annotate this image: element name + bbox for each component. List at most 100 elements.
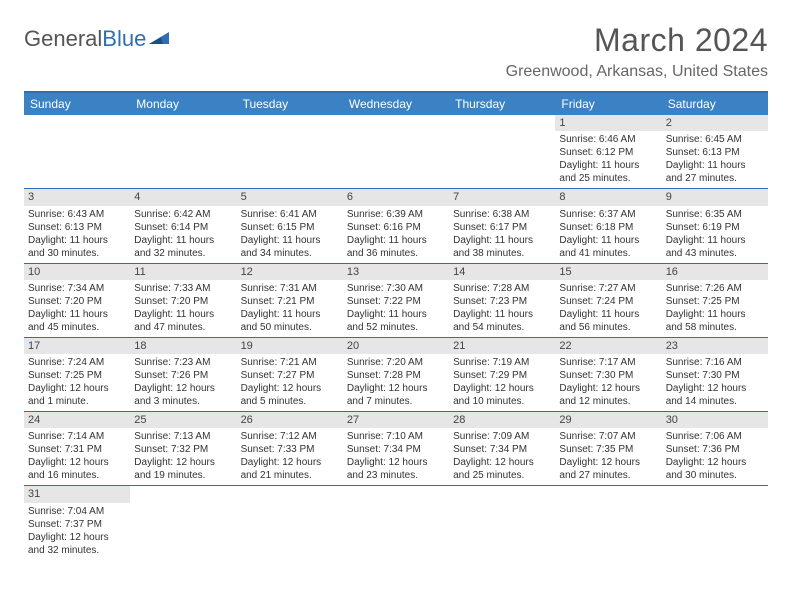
daylight-text: Daylight: 11 hours and 25 minutes. bbox=[559, 159, 657, 185]
daylight-text: Daylight: 11 hours and 54 minutes. bbox=[453, 308, 551, 334]
day-cell bbox=[343, 115, 449, 188]
sunset-text: Sunset: 7:25 PM bbox=[666, 295, 764, 308]
day-cell: 17Sunrise: 7:24 AMSunset: 7:25 PMDayligh… bbox=[24, 338, 130, 411]
day-number: 19 bbox=[237, 338, 343, 354]
day-number: 5 bbox=[237, 189, 343, 205]
daylight-text: Daylight: 12 hours and 23 minutes. bbox=[347, 456, 445, 482]
day-cell: 9Sunrise: 6:35 AMSunset: 6:19 PMDaylight… bbox=[662, 189, 768, 262]
sunrise-text: Sunrise: 7:07 AM bbox=[559, 430, 657, 443]
daylight-text: Daylight: 11 hours and 43 minutes. bbox=[666, 234, 764, 260]
daylight-text: Daylight: 12 hours and 16 minutes. bbox=[28, 456, 126, 482]
sunset-text: Sunset: 7:25 PM bbox=[28, 369, 126, 382]
sunset-text: Sunset: 6:19 PM bbox=[666, 221, 764, 234]
day-number: 22 bbox=[555, 338, 661, 354]
day-cell: 18Sunrise: 7:23 AMSunset: 7:26 PMDayligh… bbox=[130, 338, 236, 411]
dow-friday: Friday bbox=[555, 93, 661, 115]
day-cell: 19Sunrise: 7:21 AMSunset: 7:27 PMDayligh… bbox=[237, 338, 343, 411]
daylight-text: Daylight: 11 hours and 52 minutes. bbox=[347, 308, 445, 334]
day-cell: 28Sunrise: 7:09 AMSunset: 7:34 PMDayligh… bbox=[449, 412, 555, 485]
week-row: 1Sunrise: 6:46 AMSunset: 6:12 PMDaylight… bbox=[24, 115, 768, 189]
day-body: Sunrise: 7:07 AMSunset: 7:35 PMDaylight:… bbox=[555, 428, 661, 485]
day-number bbox=[662, 486, 768, 502]
day-cell: 14Sunrise: 7:28 AMSunset: 7:23 PMDayligh… bbox=[449, 264, 555, 337]
dow-header-row: Sunday Monday Tuesday Wednesday Thursday… bbox=[24, 93, 768, 115]
day-body: Sunrise: 7:16 AMSunset: 7:30 PMDaylight:… bbox=[662, 354, 768, 411]
sunset-text: Sunset: 7:23 PM bbox=[453, 295, 551, 308]
daylight-text: Daylight: 12 hours and 7 minutes. bbox=[347, 382, 445, 408]
sunrise-text: Sunrise: 7:10 AM bbox=[347, 430, 445, 443]
day-body: Sunrise: 7:24 AMSunset: 7:25 PMDaylight:… bbox=[24, 354, 130, 411]
day-number: 30 bbox=[662, 412, 768, 428]
sunrise-text: Sunrise: 7:24 AM bbox=[28, 356, 126, 369]
day-number bbox=[130, 486, 236, 502]
daylight-text: Daylight: 11 hours and 30 minutes. bbox=[28, 234, 126, 260]
day-number: 6 bbox=[343, 189, 449, 205]
daylight-text: Daylight: 11 hours and 56 minutes. bbox=[559, 308, 657, 334]
daylight-text: Daylight: 12 hours and 25 minutes. bbox=[453, 456, 551, 482]
day-number: 17 bbox=[24, 338, 130, 354]
sunrise-text: Sunrise: 7:17 AM bbox=[559, 356, 657, 369]
day-cell: 4Sunrise: 6:42 AMSunset: 6:14 PMDaylight… bbox=[130, 189, 236, 262]
sunset-text: Sunset: 7:26 PM bbox=[134, 369, 232, 382]
sunset-text: Sunset: 7:27 PM bbox=[241, 369, 339, 382]
sunset-text: Sunset: 7:34 PM bbox=[347, 443, 445, 456]
daylight-text: Daylight: 11 hours and 47 minutes. bbox=[134, 308, 232, 334]
sunset-text: Sunset: 6:13 PM bbox=[666, 146, 764, 159]
day-cell: 25Sunrise: 7:13 AMSunset: 7:32 PMDayligh… bbox=[130, 412, 236, 485]
day-cell bbox=[449, 486, 555, 559]
day-cell: 7Sunrise: 6:38 AMSunset: 6:17 PMDaylight… bbox=[449, 189, 555, 262]
day-body: Sunrise: 7:06 AMSunset: 7:36 PMDaylight:… bbox=[662, 428, 768, 485]
day-body: Sunrise: 6:39 AMSunset: 6:16 PMDaylight:… bbox=[343, 206, 449, 263]
day-cell: 15Sunrise: 7:27 AMSunset: 7:24 PMDayligh… bbox=[555, 264, 661, 337]
day-cell: 1Sunrise: 6:46 AMSunset: 6:12 PMDaylight… bbox=[555, 115, 661, 188]
sunset-text: Sunset: 6:17 PM bbox=[453, 221, 551, 234]
day-number: 29 bbox=[555, 412, 661, 428]
sunrise-text: Sunrise: 7:19 AM bbox=[453, 356, 551, 369]
day-cell: 24Sunrise: 7:14 AMSunset: 7:31 PMDayligh… bbox=[24, 412, 130, 485]
dow-monday: Monday bbox=[130, 93, 236, 115]
sunset-text: Sunset: 6:16 PM bbox=[347, 221, 445, 234]
day-cell: 12Sunrise: 7:31 AMSunset: 7:21 PMDayligh… bbox=[237, 264, 343, 337]
sunrise-text: Sunrise: 7:31 AM bbox=[241, 282, 339, 295]
day-body: Sunrise: 6:46 AMSunset: 6:12 PMDaylight:… bbox=[555, 131, 661, 188]
day-body: Sunrise: 7:17 AMSunset: 7:30 PMDaylight:… bbox=[555, 354, 661, 411]
day-number: 26 bbox=[237, 412, 343, 428]
daylight-text: Daylight: 12 hours and 19 minutes. bbox=[134, 456, 232, 482]
dow-thursday: Thursday bbox=[449, 93, 555, 115]
day-number bbox=[130, 115, 236, 131]
sunset-text: Sunset: 7:32 PM bbox=[134, 443, 232, 456]
sunrise-text: Sunrise: 7:21 AM bbox=[241, 356, 339, 369]
week-row: 10Sunrise: 7:34 AMSunset: 7:20 PMDayligh… bbox=[24, 264, 768, 338]
day-number bbox=[449, 486, 555, 502]
day-cell: 31Sunrise: 7:04 AMSunset: 7:37 PMDayligh… bbox=[24, 486, 130, 559]
dow-sunday: Sunday bbox=[24, 93, 130, 115]
day-number: 8 bbox=[555, 189, 661, 205]
week-row: 31Sunrise: 7:04 AMSunset: 7:37 PMDayligh… bbox=[24, 486, 768, 559]
sunrise-text: Sunrise: 6:41 AM bbox=[241, 208, 339, 221]
sunrise-text: Sunrise: 6:37 AM bbox=[559, 208, 657, 221]
month-title: March 2024 bbox=[506, 22, 768, 59]
day-number: 1 bbox=[555, 115, 661, 131]
day-number: 31 bbox=[24, 486, 130, 502]
daylight-text: Daylight: 11 hours and 32 minutes. bbox=[134, 234, 232, 260]
day-cell bbox=[237, 486, 343, 559]
daylight-text: Daylight: 12 hours and 10 minutes. bbox=[453, 382, 551, 408]
sunrise-text: Sunrise: 7:14 AM bbox=[28, 430, 126, 443]
sunset-text: Sunset: 7:20 PM bbox=[134, 295, 232, 308]
day-cell bbox=[130, 115, 236, 188]
sunrise-text: Sunrise: 6:35 AM bbox=[666, 208, 764, 221]
day-cell: 8Sunrise: 6:37 AMSunset: 6:18 PMDaylight… bbox=[555, 189, 661, 262]
day-number bbox=[237, 115, 343, 131]
daylight-text: Daylight: 11 hours and 58 minutes. bbox=[666, 308, 764, 334]
logo: GeneralBlue bbox=[24, 22, 171, 52]
day-cell: 30Sunrise: 7:06 AMSunset: 7:36 PMDayligh… bbox=[662, 412, 768, 485]
sunrise-text: Sunrise: 7:28 AM bbox=[453, 282, 551, 295]
sunset-text: Sunset: 7:35 PM bbox=[559, 443, 657, 456]
day-cell: 13Sunrise: 7:30 AMSunset: 7:22 PMDayligh… bbox=[343, 264, 449, 337]
day-body: Sunrise: 6:41 AMSunset: 6:15 PMDaylight:… bbox=[237, 206, 343, 263]
header: GeneralBlue March 2024 Greenwood, Arkans… bbox=[24, 22, 768, 81]
day-body: Sunrise: 7:28 AMSunset: 7:23 PMDaylight:… bbox=[449, 280, 555, 337]
day-number: 15 bbox=[555, 264, 661, 280]
daylight-text: Daylight: 12 hours and 3 minutes. bbox=[134, 382, 232, 408]
day-number: 11 bbox=[130, 264, 236, 280]
